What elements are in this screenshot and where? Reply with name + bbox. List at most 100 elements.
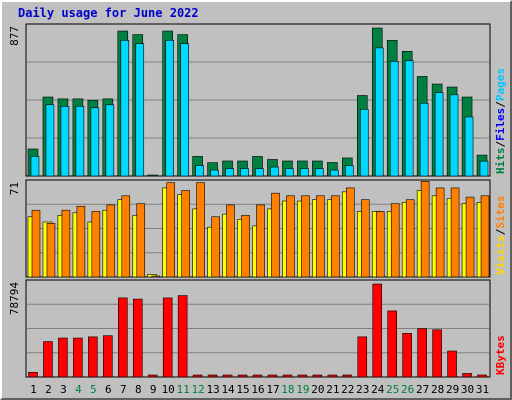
sites-bar	[91, 211, 101, 278]
sites-bar	[480, 195, 490, 278]
sites-bar	[196, 182, 205, 278]
series-label: KBytes	[494, 335, 507, 375]
day-tick-label: 15	[236, 383, 249, 396]
sites-bar	[346, 187, 355, 278]
kbytes-bar	[267, 374, 278, 378]
kbytes-bar	[312, 374, 323, 378]
day-tick-label: 1	[30, 383, 37, 396]
kbytes-bar	[73, 337, 83, 378]
day-tick-label: 21	[326, 383, 339, 396]
day-tick-label: 12	[192, 383, 205, 396]
day-tick-label: 13	[206, 383, 219, 396]
day-tick-label: 25	[386, 383, 399, 396]
kbytes-bar	[297, 374, 308, 378]
series-label: Sites	[494, 196, 507, 229]
series-label: Hits	[494, 148, 507, 175]
sites-bar	[405, 199, 415, 278]
kbytes-bar	[162, 297, 173, 378]
day-tick-label: 16	[251, 383, 264, 396]
day-tick-label: 5	[90, 383, 97, 396]
sites-bar	[46, 222, 56, 278]
day-tick-label: 14	[221, 383, 235, 396]
pages-bar	[359, 109, 369, 177]
sites-bar	[450, 187, 460, 278]
day-tick-label: 8	[135, 383, 142, 396]
day-tick-label: 31	[476, 383, 489, 396]
pages-bar	[60, 106, 70, 177]
bottom-series-labels: KBytes	[494, 335, 507, 375]
kbytes-bar	[237, 374, 248, 378]
sites-bar	[241, 215, 250, 278]
series-label: /	[494, 228, 507, 235]
day-tick-label: 6	[105, 383, 112, 396]
pages-bar	[165, 40, 174, 177]
kbytes-bar	[252, 374, 263, 378]
pages-bar	[195, 165, 204, 177]
day-tick-label: 11	[177, 383, 190, 396]
kbytes-bar	[222, 374, 233, 378]
sites-bar	[166, 182, 175, 278]
pages-bar	[285, 168, 294, 177]
pages-bar	[30, 156, 40, 177]
sites-bar	[465, 196, 475, 278]
day-tick-label: 23	[356, 383, 369, 396]
kbytes-bar	[477, 374, 487, 378]
pages-bar	[300, 168, 309, 177]
day-tick-label: 28	[431, 383, 444, 396]
kbytes-bar	[387, 310, 397, 378]
day-tick-label: 20	[311, 383, 324, 396]
pages-bar	[345, 165, 354, 177]
pages-bar	[210, 169, 219, 177]
bottom-max-label: 78794	[8, 282, 21, 315]
middle-series-labels: Visits/Sites	[494, 196, 507, 276]
pages-bar	[464, 116, 474, 177]
sites-bar	[31, 209, 41, 278]
top-series-labels: Hits/Files/Pages	[494, 68, 507, 174]
pages-bar	[404, 60, 414, 177]
sites-bar	[360, 199, 370, 278]
sites-bar	[390, 203, 400, 278]
sites-bar	[61, 209, 71, 278]
day-tick-label: 10	[162, 383, 175, 396]
sites-bar	[106, 204, 116, 278]
kbytes-bar	[43, 341, 53, 378]
sites-bar	[121, 195, 131, 278]
kbytes-bar	[357, 336, 368, 378]
pages-bar	[330, 169, 339, 177]
sites-bar	[181, 190, 190, 278]
pages-bar	[135, 43, 145, 177]
sites-bar	[271, 192, 280, 278]
day-tick-label: 4	[75, 383, 82, 396]
kbytes-bar	[327, 374, 338, 378]
pages-bar	[120, 40, 130, 177]
pages-bar	[479, 160, 489, 177]
kbytes-bar	[28, 371, 38, 378]
kbytes-bar	[207, 374, 218, 378]
sites-bar	[136, 203, 146, 278]
pages-bar	[255, 168, 264, 177]
series-label: Files	[494, 108, 507, 141]
kbytes-bar	[417, 328, 427, 378]
kbytes-bar	[282, 374, 293, 378]
sites-bar	[226, 204, 235, 278]
kbytes-bar	[118, 297, 128, 378]
day-tick-label: 17	[266, 383, 279, 396]
sites-bar	[76, 205, 86, 278]
kbytes-bar	[147, 374, 158, 378]
day-tick-label: 3	[60, 383, 67, 396]
day-tick-label: 24	[371, 383, 385, 396]
series-label: Pages	[494, 68, 507, 101]
pages-bar	[315, 168, 324, 177]
sites-bar	[420, 181, 430, 278]
middle-max-label: 71	[8, 182, 21, 195]
kbytes-bar	[58, 337, 68, 378]
day-tick-label: 18	[281, 383, 294, 396]
day-tick-label: 19	[296, 383, 309, 396]
kbytes-bar	[132, 298, 143, 378]
kbytes-bar	[432, 329, 442, 378]
series-label: /	[494, 101, 507, 108]
series-label: Visits	[494, 235, 507, 275]
kbytes-bar	[88, 336, 98, 378]
kbytes-bar	[447, 350, 457, 378]
